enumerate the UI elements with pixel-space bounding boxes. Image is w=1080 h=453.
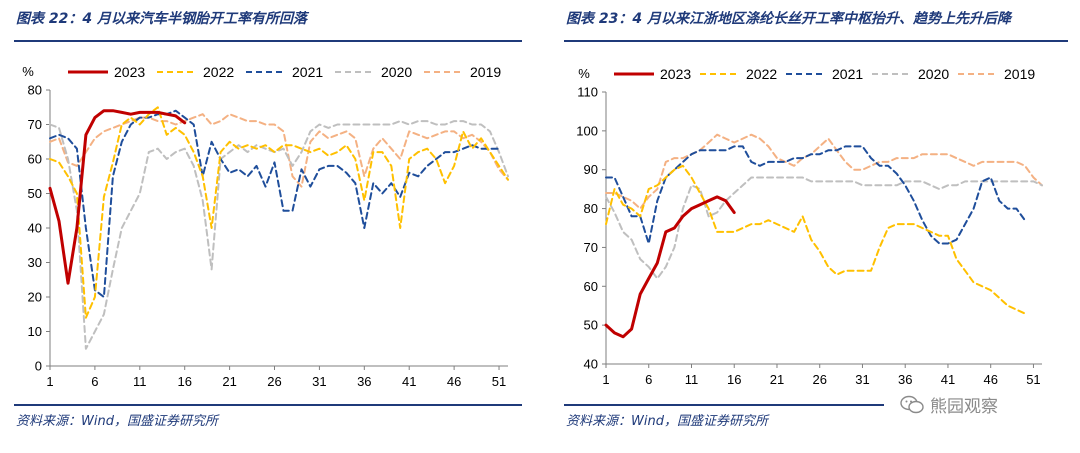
c1-y-tick-label: 70 <box>584 240 598 255</box>
left-title-rule <box>14 40 522 42</box>
c1-y-tick-label: 90 <box>584 162 598 177</box>
left-chart-title: 图表 22：4 月以来汽车半钢胎开工率有所回落 <box>16 11 307 27</box>
c0-y-tick-label: 70 <box>28 117 42 132</box>
right-title-rule <box>564 40 1068 42</box>
c1-series-2021-line <box>605 145 1026 245</box>
c0-x-tick-label: 11 <box>133 374 147 389</box>
c1-x-tick-label: 1 <box>602 372 609 387</box>
c0-series-2020-line <box>49 120 509 350</box>
c1-x-tick-label: 41 <box>941 372 955 387</box>
c1-x-tick-label: 36 <box>898 372 912 387</box>
c0-x-tick-label: 36 <box>357 374 371 389</box>
c0-series-2021-line <box>49 109 500 298</box>
c0-y-tick-label: 30 <box>28 255 42 270</box>
c0-y-tick-label: 10 <box>28 324 42 339</box>
right-chart-title: 图表 23：4 月以来江浙地区涤纶长丝开工率中枢抬升、趋势上先升后降 <box>566 11 1011 27</box>
c1-x-tick-label: 46 <box>983 372 997 387</box>
c0-x-tick-label: 41 <box>402 374 416 389</box>
c1-y-tick-label: 50 <box>584 318 598 333</box>
watermark: 熊园观察 <box>900 392 998 417</box>
c1-x-tick-label: 31 <box>855 372 869 387</box>
c0-x-tick-label: 31 <box>312 374 326 389</box>
c0-x-tick-label: 6 <box>91 374 98 389</box>
c0-x-tick-label: 1 <box>46 374 53 389</box>
c0-x-tick-label: 26 <box>267 374 281 389</box>
c0-legend-label-2023: 2023 <box>114 64 145 80</box>
right-source-note: 资料来源：Wind，国盛证券研究所 <box>566 414 768 429</box>
c0-y-tick-label: 50 <box>28 186 42 201</box>
right-source-rule <box>564 404 884 406</box>
c0-series-2022-line <box>49 106 509 319</box>
c1-series-2023-line <box>604 195 736 339</box>
c0-y-tick-label: 60 <box>28 152 42 167</box>
c1-unit-label: % <box>578 66 590 81</box>
left-source-rule <box>14 404 522 406</box>
c1-series-2020-line <box>605 176 1043 280</box>
c0-y-tick-label: 0 <box>35 359 42 374</box>
c0-y-tick-label: 20 <box>28 290 42 305</box>
c1-legend-label-2023: 2023 <box>660 66 691 82</box>
c0-x-tick-label: 16 <box>177 374 191 389</box>
left-source-note: 资料来源：Wind，国盛证券研究所 <box>16 414 218 429</box>
c0-unit-label: % <box>22 64 34 79</box>
c0-x-tick-label: 21 <box>222 374 236 389</box>
c1-series-2022-line <box>605 164 1026 315</box>
c1-legend-label-2020: 2020 <box>918 66 949 82</box>
c1-x-tick-label: 6 <box>645 372 652 387</box>
c1-x-tick-label: 21 <box>770 372 784 387</box>
c0-legend-label-2019: 2019 <box>470 64 501 80</box>
c0-series-2019-line <box>49 113 509 188</box>
c0-series-2023-line <box>48 109 187 285</box>
c0-x-tick-label: 46 <box>447 374 461 389</box>
c0-legend-label-2021: 2021 <box>292 64 323 80</box>
c1-x-tick-label: 11 <box>685 372 699 387</box>
c0-y-tick-label: 80 <box>28 83 42 98</box>
c1-x-tick-label: 51 <box>1026 372 1040 387</box>
c1-y-tick-label: 60 <box>584 279 598 294</box>
c1-y-tick-label: 80 <box>584 201 598 216</box>
c1-x-tick-label: 26 <box>812 372 826 387</box>
c0-legend-label-2020: 2020 <box>381 64 412 80</box>
c1-y-tick-label: 110 <box>577 85 598 100</box>
wechat-icon <box>900 395 924 413</box>
watermark-text: 熊园观察 <box>930 397 998 417</box>
c1-legend-label-2021: 2021 <box>832 66 863 82</box>
c0-legend-label-2022: 2022 <box>203 64 234 80</box>
c1-series-2019-line <box>605 133 1043 210</box>
c1-legend-label-2019: 2019 <box>1004 66 1035 82</box>
c0-x-tick-label: 51 <box>492 374 506 389</box>
c1-x-tick-label: 16 <box>727 372 741 387</box>
c0-y-tick-label: 40 <box>28 221 42 236</box>
c1-legend-label-2022: 2022 <box>746 66 777 82</box>
c1-y-tick-label: 40 <box>584 357 598 372</box>
c1-y-tick-label: 100 <box>576 123 598 138</box>
